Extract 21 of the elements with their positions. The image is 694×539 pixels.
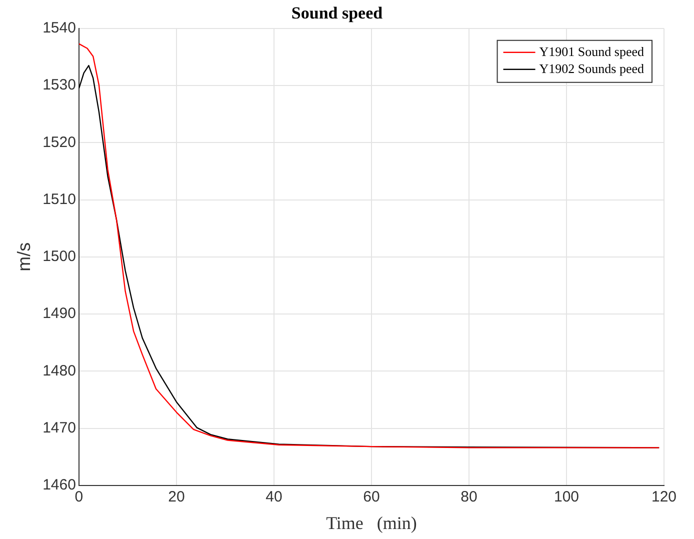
- y-tick-label: 1540: [42, 20, 76, 37]
- y-tick-label: 1490: [42, 305, 76, 322]
- x-tick-label: 80: [460, 488, 478, 506]
- y-tick-label: 1500: [42, 248, 76, 266]
- x-axis-title: Time (min): [326, 512, 417, 533]
- y-tick-label: 1520: [42, 134, 76, 151]
- y-tick-label: 1460: [42, 476, 76, 494]
- legend-label: Y1901 Sound speed: [539, 44, 644, 59]
- x-tick-label: 100: [554, 488, 580, 506]
- x-tick-label: 40: [266, 488, 282, 506]
- x-tick-label: 20: [168, 488, 185, 506]
- y-tick-label: 1510: [42, 190, 76, 208]
- x-tick-label: 0: [74, 488, 84, 506]
- legend-label: Y1902 Sounds peed: [539, 60, 644, 76]
- chart-title: Sound speed: [291, 4, 384, 23]
- y-tick-label: 1480: [42, 362, 76, 380]
- y-tick-label: 1530: [42, 76, 76, 94]
- x-tick-label: 60: [363, 488, 380, 506]
- y-tick-label: 1470: [42, 419, 76, 436]
- x-tick-label: 120: [651, 488, 677, 506]
- y-axis-title: m/s: [14, 242, 34, 272]
